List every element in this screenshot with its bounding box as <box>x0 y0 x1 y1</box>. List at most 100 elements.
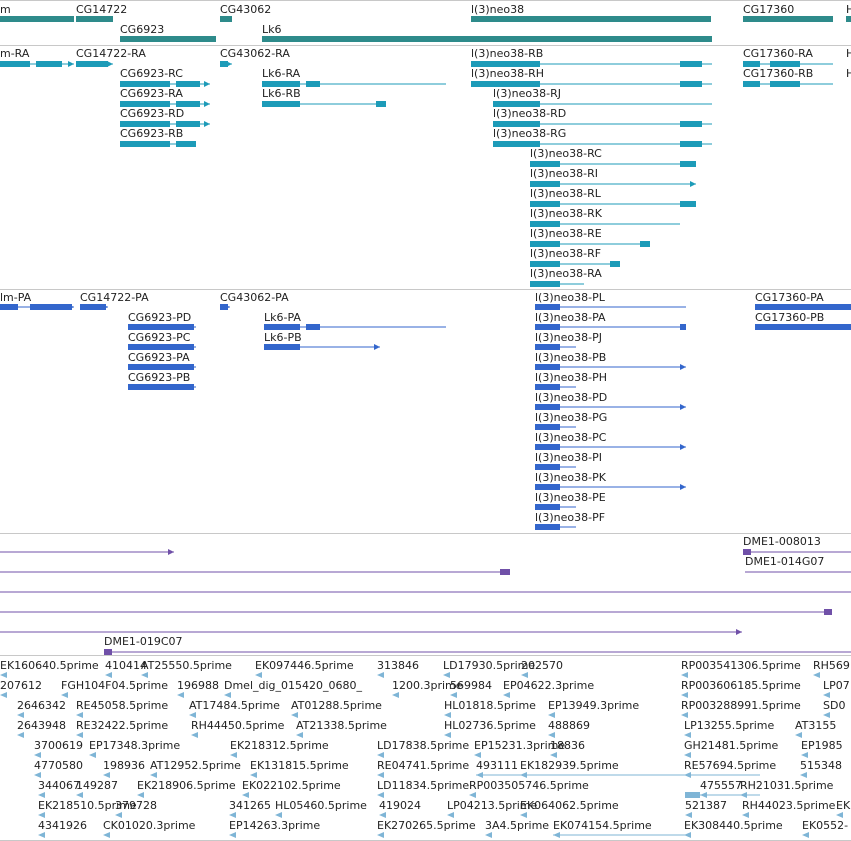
est-marker[interactable] <box>813 672 820 678</box>
transcript-exon[interactable] <box>76 61 108 67</box>
transcript-arrow[interactable] <box>530 261 536 267</box>
proteins-feature-label[interactable]: l(3)neo38-PE <box>535 491 606 504</box>
transcript-exon[interactable] <box>176 81 200 87</box>
transcript-exon[interactable] <box>530 181 560 187</box>
ests-feature-label[interactable]: EP17348.3prime <box>89 739 181 752</box>
est-marker[interactable] <box>103 772 110 778</box>
ests-feature-label[interactable]: LP07 <box>823 679 850 692</box>
ests-feature-label[interactable]: 410414 <box>105 659 147 672</box>
transcript-arrow[interactable] <box>493 121 499 127</box>
ests-feature-label[interactable]: EK074154.5prime <box>553 819 652 832</box>
ests-feature-label[interactable]: 2646342 <box>17 699 66 712</box>
ests-feature-label[interactable]: RE45058.5prime <box>76 699 169 712</box>
ests-feature-label[interactable]: AT25550.5prime <box>141 659 232 672</box>
ests-feature-label[interactable]: RP003288991.5prime <box>681 699 801 712</box>
protein-exon[interactable] <box>128 364 194 370</box>
gene-bar[interactable] <box>262 36 712 42</box>
transcript-exon[interactable] <box>120 141 170 147</box>
transcript-exon[interactable] <box>680 161 696 167</box>
ests-feature-label[interactable]: 313846 <box>377 659 419 672</box>
ests-feature-label[interactable]: LP04213.5prime <box>447 799 538 812</box>
est-marker[interactable] <box>443 672 450 678</box>
est-marker[interactable] <box>392 692 399 698</box>
gene-bar[interactable] <box>220 16 232 22</box>
est-marker[interactable] <box>89 752 96 758</box>
est-marker[interactable] <box>469 792 476 798</box>
est-marker[interactable] <box>34 752 41 758</box>
ests-feature-label[interactable]: RE57694.5prime <box>684 759 777 772</box>
transcripts-feature-label[interactable]: CG6923-RB <box>120 127 184 140</box>
est-marker[interactable] <box>377 832 384 838</box>
ests-feature-label[interactable]: HL02736.5prime <box>444 719 536 732</box>
transcripts-feature-label[interactable]: CG14722-RA <box>76 47 146 60</box>
transcript-exon[interactable] <box>530 241 560 247</box>
transcript-arrow[interactable] <box>262 81 268 87</box>
est-marker[interactable] <box>681 712 688 718</box>
ests-feature-label[interactable]: 4770580 <box>34 759 83 772</box>
proteins-feature-label[interactable]: CG43062-PA <box>220 291 289 304</box>
transcript-arrow[interactable] <box>493 141 499 147</box>
proteins-feature-label[interactable]: CG14722-PA <box>80 291 149 304</box>
protein-arrow[interactable] <box>535 344 541 350</box>
ests-feature-label[interactable]: EK182939.5prime <box>520 759 619 772</box>
proteins-feature-label[interactable]: l(3)neo38-PC <box>535 431 607 444</box>
proteins-feature-label[interactable]: l(3)neo38-PK <box>535 471 606 484</box>
proteins-feature-label[interactable]: CG6923-PD <box>128 311 192 324</box>
ests-feature-label[interactable]: 344067 <box>38 779 80 792</box>
gene-bar[interactable] <box>471 16 711 22</box>
transcript-arrow[interactable] <box>530 161 536 167</box>
ests-feature-label[interactable]: 341265 <box>229 799 271 812</box>
transcript-arrow[interactable] <box>204 121 210 127</box>
transcripts-feature-label[interactable]: CG17360-RA <box>743 47 813 60</box>
est-marker[interactable] <box>296 732 303 738</box>
proteins-feature-label[interactable]: CG6923-PA <box>128 351 190 364</box>
transcript-arrow[interactable] <box>530 201 536 207</box>
proteins-feature-label[interactable]: l(3)neo38-PI <box>535 451 602 464</box>
protein-arrow[interactable] <box>535 324 541 330</box>
ests-feature-label[interactable]: Dmel_dig_015420_0680_ <box>224 679 363 692</box>
transcript-exon[interactable] <box>220 61 228 67</box>
transcript-exon[interactable] <box>770 61 800 67</box>
protein-exon[interactable] <box>535 504 560 510</box>
protein-arrow[interactable] <box>128 324 134 330</box>
protein-exon[interactable] <box>535 384 560 390</box>
transcript-exon[interactable] <box>530 201 560 207</box>
protein-arrow[interactable] <box>224 304 230 310</box>
transcript-exon[interactable] <box>0 61 30 67</box>
transcript-exon[interactable] <box>36 61 62 67</box>
transcript-exon[interactable] <box>743 61 760 67</box>
transcript-exon[interactable] <box>471 81 540 87</box>
ests-feature-label[interactable]: RH44023.5prime <box>742 799 836 812</box>
protein-arrow[interactable] <box>102 304 108 310</box>
est-marker[interactable] <box>836 812 843 818</box>
est-marker[interactable] <box>17 712 24 718</box>
transcripts-feature-label[interactable]: Lk6-RA <box>262 67 301 80</box>
ests-feature-label[interactable]: EK160640.5prime <box>0 659 99 672</box>
est-marker[interactable] <box>34 772 41 778</box>
ests-feature-label[interactable]: EK0552- <box>802 819 849 832</box>
proteins-feature-label[interactable]: l(3)neo38-PF <box>535 511 606 524</box>
ests-feature-label[interactable]: 515348 <box>800 759 842 772</box>
ests-feature-label[interactable]: 18836 <box>550 739 585 752</box>
protein-exon[interactable] <box>264 324 300 330</box>
ests-feature-label[interactable]: RE32422.5prime <box>76 719 169 732</box>
transcript-exon[interactable] <box>743 81 760 87</box>
est-marker[interactable] <box>76 792 83 798</box>
ests-feature-label[interactable]: EK270265.5prime <box>377 819 476 832</box>
protein-arrow[interactable] <box>68 304 74 310</box>
ests-feature-label[interactable]: RH569 <box>813 659 850 672</box>
protein-arrow[interactable] <box>128 364 134 370</box>
protein-arrow[interactable] <box>374 344 380 350</box>
protein-exon[interactable] <box>535 444 560 450</box>
est-marker[interactable] <box>800 772 807 778</box>
est-marker[interactable] <box>823 712 830 718</box>
protein-exon[interactable] <box>0 304 18 310</box>
protein-arrow[interactable] <box>535 424 541 430</box>
transcripts-feature-label[interactable]: l(3)neo38-RC <box>530 147 602 160</box>
transcripts-feature-label[interactable]: CG6923-RA <box>120 87 183 100</box>
proteins-feature-label[interactable]: l(3)neo38-PH <box>535 371 607 384</box>
protein-arrow[interactable] <box>535 504 541 510</box>
ests-feature-label[interactable]: LP13255.5prime <box>684 719 775 732</box>
transcripts-feature-label[interactable]: m-RA <box>0 47 30 60</box>
transcript-exon[interactable] <box>493 141 540 147</box>
